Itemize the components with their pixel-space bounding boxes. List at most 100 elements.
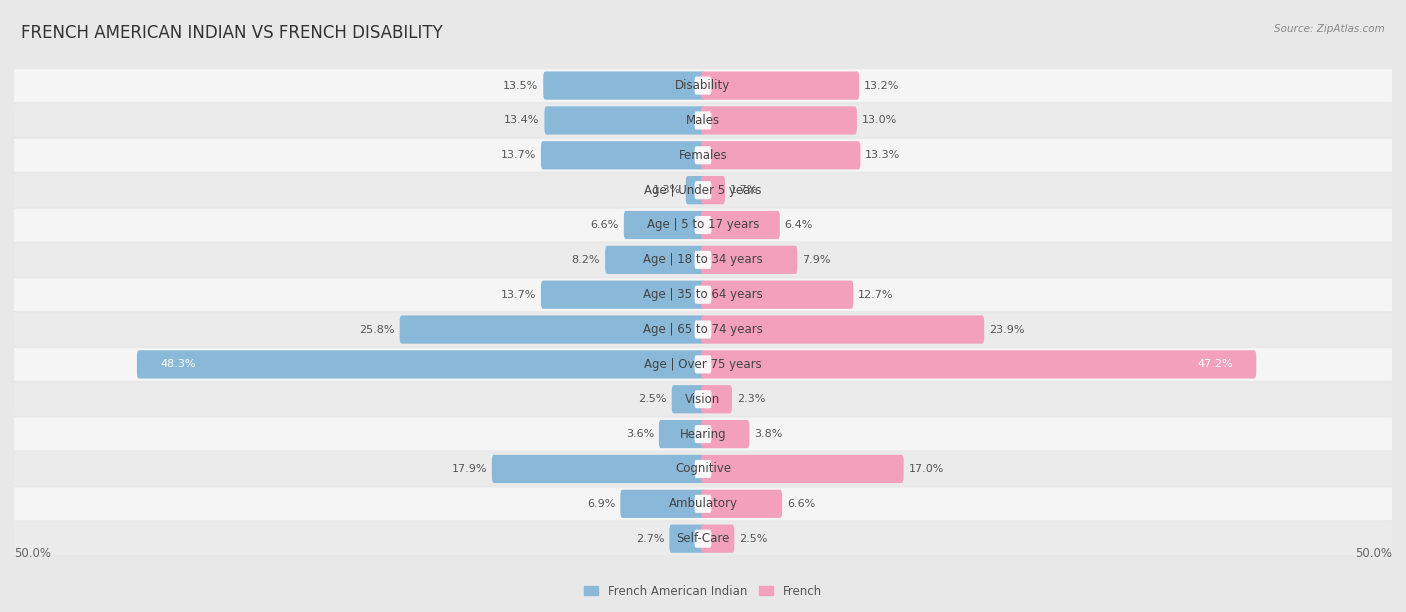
Text: Age | 18 to 34 years: Age | 18 to 34 years	[643, 253, 763, 266]
FancyBboxPatch shape	[14, 522, 1392, 555]
Text: 2.7%: 2.7%	[636, 534, 665, 543]
Text: Ambulatory: Ambulatory	[668, 498, 738, 510]
Text: Cognitive: Cognitive	[675, 463, 731, 476]
Text: Hearing: Hearing	[679, 428, 727, 441]
FancyBboxPatch shape	[695, 425, 711, 443]
FancyBboxPatch shape	[541, 141, 704, 170]
FancyBboxPatch shape	[695, 321, 711, 338]
Text: 6.9%: 6.9%	[588, 499, 616, 509]
FancyBboxPatch shape	[14, 348, 1392, 381]
Text: 13.7%: 13.7%	[501, 289, 536, 300]
FancyBboxPatch shape	[695, 146, 711, 165]
Text: Males: Males	[686, 114, 720, 127]
FancyBboxPatch shape	[702, 141, 860, 170]
FancyBboxPatch shape	[695, 111, 711, 130]
FancyBboxPatch shape	[695, 76, 711, 95]
FancyBboxPatch shape	[14, 139, 1392, 172]
FancyBboxPatch shape	[702, 280, 853, 309]
FancyBboxPatch shape	[702, 385, 733, 413]
Text: 3.6%: 3.6%	[626, 429, 654, 439]
Text: Age | 35 to 64 years: Age | 35 to 64 years	[643, 288, 763, 301]
FancyBboxPatch shape	[695, 181, 711, 199]
Text: 7.9%: 7.9%	[803, 255, 831, 265]
Text: 3.8%: 3.8%	[755, 429, 783, 439]
Text: Age | Under 5 years: Age | Under 5 years	[644, 184, 762, 196]
Text: Age | 65 to 74 years: Age | 65 to 74 years	[643, 323, 763, 336]
FancyBboxPatch shape	[702, 176, 725, 204]
FancyBboxPatch shape	[702, 106, 856, 135]
FancyBboxPatch shape	[14, 174, 1392, 206]
FancyBboxPatch shape	[620, 490, 704, 518]
FancyBboxPatch shape	[14, 104, 1392, 137]
FancyBboxPatch shape	[695, 356, 711, 373]
FancyBboxPatch shape	[702, 420, 749, 448]
Text: 13.4%: 13.4%	[505, 116, 540, 125]
FancyBboxPatch shape	[659, 420, 704, 448]
Legend: French American Indian, French: French American Indian, French	[579, 580, 827, 602]
Text: Disability: Disability	[675, 79, 731, 92]
FancyBboxPatch shape	[541, 280, 704, 309]
Text: 23.9%: 23.9%	[988, 324, 1025, 335]
FancyBboxPatch shape	[695, 216, 711, 234]
Text: 12.7%: 12.7%	[858, 289, 894, 300]
Text: Self-Care: Self-Care	[676, 532, 730, 545]
Text: 13.0%: 13.0%	[862, 116, 897, 125]
Text: 25.8%: 25.8%	[359, 324, 395, 335]
FancyBboxPatch shape	[695, 390, 711, 408]
FancyBboxPatch shape	[695, 286, 711, 304]
Text: Source: ZipAtlas.com: Source: ZipAtlas.com	[1274, 24, 1385, 34]
FancyBboxPatch shape	[14, 209, 1392, 241]
FancyBboxPatch shape	[669, 524, 704, 553]
FancyBboxPatch shape	[695, 460, 711, 478]
Text: 2.5%: 2.5%	[638, 394, 666, 405]
FancyBboxPatch shape	[702, 315, 984, 344]
Text: 17.9%: 17.9%	[451, 464, 486, 474]
Text: 2.3%: 2.3%	[737, 394, 765, 405]
Text: 50.0%: 50.0%	[14, 547, 51, 560]
FancyBboxPatch shape	[492, 455, 704, 483]
FancyBboxPatch shape	[399, 315, 704, 344]
Text: FRENCH AMERICAN INDIAN VS FRENCH DISABILITY: FRENCH AMERICAN INDIAN VS FRENCH DISABIL…	[21, 24, 443, 42]
FancyBboxPatch shape	[14, 244, 1392, 276]
Text: 6.6%: 6.6%	[591, 220, 619, 230]
FancyBboxPatch shape	[14, 418, 1392, 450]
Text: 2.5%: 2.5%	[740, 534, 768, 543]
FancyBboxPatch shape	[543, 72, 704, 100]
Text: 13.7%: 13.7%	[501, 151, 536, 160]
FancyBboxPatch shape	[702, 490, 782, 518]
Text: Age | Over 75 years: Age | Over 75 years	[644, 358, 762, 371]
FancyBboxPatch shape	[544, 106, 704, 135]
Text: Age | 5 to 17 years: Age | 5 to 17 years	[647, 218, 759, 231]
Text: 50.0%: 50.0%	[1355, 547, 1392, 560]
FancyBboxPatch shape	[605, 246, 704, 274]
FancyBboxPatch shape	[14, 69, 1392, 102]
FancyBboxPatch shape	[624, 211, 704, 239]
Text: 1.7%: 1.7%	[730, 185, 758, 195]
FancyBboxPatch shape	[14, 313, 1392, 346]
Text: 8.2%: 8.2%	[572, 255, 600, 265]
FancyBboxPatch shape	[14, 383, 1392, 416]
FancyBboxPatch shape	[702, 350, 1256, 378]
Text: 6.4%: 6.4%	[785, 220, 813, 230]
FancyBboxPatch shape	[672, 385, 704, 413]
Text: 13.2%: 13.2%	[865, 81, 900, 91]
Text: 1.3%: 1.3%	[652, 185, 681, 195]
Text: 17.0%: 17.0%	[908, 464, 943, 474]
FancyBboxPatch shape	[14, 278, 1392, 311]
FancyBboxPatch shape	[136, 350, 704, 378]
Text: 47.2%: 47.2%	[1198, 359, 1233, 370]
FancyBboxPatch shape	[702, 246, 797, 274]
FancyBboxPatch shape	[14, 487, 1392, 520]
FancyBboxPatch shape	[702, 72, 859, 100]
Text: 6.6%: 6.6%	[787, 499, 815, 509]
Text: Vision: Vision	[685, 393, 721, 406]
Text: 13.5%: 13.5%	[503, 81, 538, 91]
FancyBboxPatch shape	[702, 524, 734, 553]
FancyBboxPatch shape	[14, 452, 1392, 485]
FancyBboxPatch shape	[702, 455, 904, 483]
FancyBboxPatch shape	[695, 494, 711, 513]
Text: Females: Females	[679, 149, 727, 162]
FancyBboxPatch shape	[695, 251, 711, 269]
Text: 13.3%: 13.3%	[865, 151, 901, 160]
FancyBboxPatch shape	[702, 211, 780, 239]
